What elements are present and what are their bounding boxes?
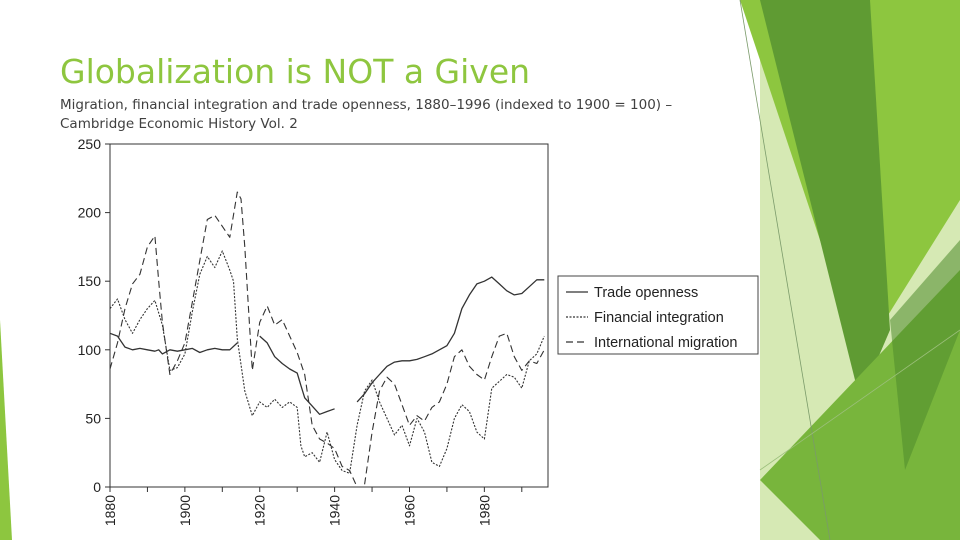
legend-label-financial-integration: Financial integration: [594, 310, 724, 326]
y-tick-label: 150: [78, 273, 102, 289]
x-tick-label: 1920: [252, 495, 268, 526]
x-axis: 1880 1900 1920 1940 1960 1980: [102, 487, 523, 526]
y-tick-label: 50: [85, 410, 101, 426]
x-tick-label: 1980: [476, 495, 492, 526]
deco-thin-line-b: [759, 329, 960, 471]
slide-subtitle: Migration, financial integration and tra…: [60, 97, 673, 132]
series-line-international-migration: [364, 332, 545, 485]
deco-dark-facet: [760, 0, 890, 400]
y-tick-label: 250: [78, 136, 102, 152]
x-tick-label: 1900: [177, 495, 193, 526]
series-line-trade-openness: [109, 332, 238, 355]
deco-thin-line-a: [739, 0, 831, 540]
plot-frame: [109, 143, 549, 488]
y-axis: 0 50 100 150 200 250: [78, 136, 110, 495]
y-tick-label: 200: [78, 205, 102, 221]
series-line-trade-openness: [356, 276, 545, 403]
series-layer: [109, 191, 545, 488]
deco-left-sliver: [0, 320, 12, 540]
x-tick-label: 1880: [102, 495, 118, 526]
legend-label-trade-openness: Trade openness: [594, 285, 698, 301]
y-tick-label: 0: [93, 479, 101, 495]
x-tick-label: 1960: [401, 495, 417, 526]
legend-box: [557, 275, 759, 355]
x-tick-label: 1940: [327, 495, 343, 526]
legend: Trade openness Financial integration Inter…: [557, 275, 759, 355]
series-line-trade-openness: [259, 335, 335, 415]
y-tick-label: 100: [78, 342, 102, 358]
legend-label-international-migration: International migration: [594, 335, 737, 351]
slide-title: Globalization is NOT a Given: [60, 52, 531, 91]
series-line-international-migration: [109, 191, 358, 488]
deco-shadow-facet: [890, 240, 960, 470]
